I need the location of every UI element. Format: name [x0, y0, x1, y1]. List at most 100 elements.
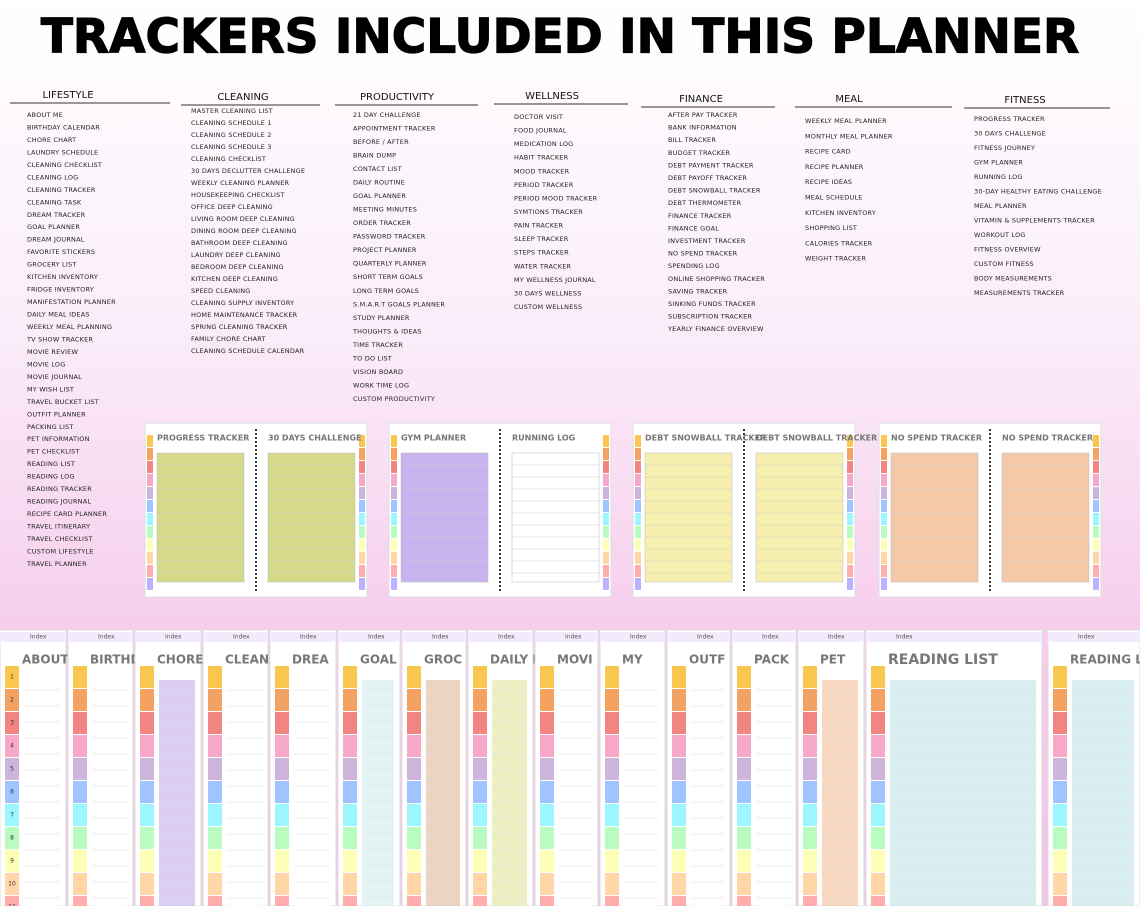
list-item: OFFICE DEEP CLEANING: [191, 203, 273, 211]
side-tab: [147, 435, 153, 447]
list-item: KITCHEN INVENTORY: [27, 273, 98, 281]
top-bar: [667, 632, 730, 642]
list-item: PAIN TRACKER: [514, 222, 563, 230]
side-tab: [540, 689, 554, 711]
side-tab: [5, 666, 19, 688]
side-tab: [737, 735, 751, 757]
side-tab: [208, 735, 222, 757]
list-item: BANK INFORMATION: [668, 124, 737, 132]
side-tab: [275, 735, 289, 757]
list-item: DREAM TRACKER: [27, 211, 86, 219]
side-tab: [871, 850, 885, 872]
side-tab: [540, 896, 554, 906]
list-item: CLEANING CHECKLIST: [27, 161, 102, 169]
side-tab: [603, 487, 609, 499]
side-tab: [1053, 666, 1067, 688]
side-tab: [847, 552, 853, 564]
side-tab: [603, 500, 609, 512]
side-tab: [140, 804, 154, 826]
page-title: PET: [820, 653, 846, 667]
side-tab: [540, 873, 554, 895]
side-tab: [147, 565, 153, 577]
side-tab: [343, 689, 357, 711]
side-tab: [737, 781, 751, 803]
side-tab: [881, 500, 887, 512]
list-item: MEAL PLANNER: [974, 202, 1027, 210]
side-tab: [407, 873, 421, 895]
list-item: INVESTMENT TRACKER: [668, 237, 746, 245]
side-tab: [359, 487, 365, 499]
list-item: QUARTERLY PLANNER: [353, 260, 427, 268]
side-tab: [737, 850, 751, 872]
side-tab: [359, 513, 365, 525]
side-tab: [605, 827, 619, 849]
columns: LIFESTYLE ABOUT ME BIRTHDAY CALENDAR CHORE …: [10, 90, 1110, 568]
side-tab: [672, 758, 686, 780]
side-tab: [140, 735, 154, 757]
side-tab: [603, 461, 609, 473]
page-body: [159, 680, 195, 906]
list-item: STUDY PLANNER: [353, 314, 410, 322]
page-body: [24, 680, 60, 906]
side-tab: [147, 487, 153, 499]
side-tab: [73, 896, 87, 906]
side-tab: [473, 712, 487, 734]
side-tab: [803, 781, 817, 803]
index-label: Index: [896, 634, 913, 641]
list-item: CLEANING SCHEDULE 3: [191, 143, 272, 151]
page-title: DAILY M: [490, 653, 544, 667]
preview-title: DEBT SNOWBALL TRACKER: [645, 434, 766, 443]
list-item: MEASUREMENTS TRACKER: [974, 289, 1065, 297]
list-item: PET INFORMATION: [27, 435, 90, 443]
top-bar: [535, 632, 598, 642]
list-item: RECIPE CARD PLANNER: [27, 510, 107, 518]
side-tab: [343, 758, 357, 780]
page-title: CHORE: [157, 653, 204, 667]
list-item: PROGRESS TRACKER: [974, 115, 1045, 123]
side-tab: [672, 735, 686, 757]
side-tab: [343, 850, 357, 872]
list-item: BEFORE / AFTER: [353, 138, 409, 146]
preview-title: GYM PLANNER: [401, 434, 466, 443]
side-tab: [73, 781, 87, 803]
list-item: CLEANING CHECKLIST: [191, 155, 266, 163]
side-tab: [73, 666, 87, 688]
column-heading: FITNESS: [1004, 95, 1045, 106]
list-item: DEBT THERMOMETER: [668, 199, 742, 207]
tab-number: 10: [8, 881, 16, 888]
side-tab: [672, 666, 686, 688]
side-tab: [473, 666, 487, 688]
side-tab: [847, 487, 853, 499]
side-tab: [603, 552, 609, 564]
side-tab: [5, 850, 19, 872]
side-tab: [391, 565, 397, 577]
side-tab: [1093, 500, 1099, 512]
side-tab: [208, 804, 222, 826]
list-item: RECIPE PLANNER: [805, 163, 864, 171]
list-item: SYMTIONS TRACKER: [514, 208, 583, 216]
side-tab: [359, 526, 365, 538]
side-tab: [605, 735, 619, 757]
side-tab: [1093, 526, 1099, 538]
side-tab: [407, 758, 421, 780]
side-tab: [1093, 448, 1099, 460]
side-tab: [881, 513, 887, 525]
side-tab: [1093, 474, 1099, 486]
side-tab: [1093, 565, 1099, 577]
list-item: CLEANING LOG: [27, 173, 78, 181]
side-tab: [73, 804, 87, 826]
side-tab: [603, 578, 609, 590]
list-item: READING JOURNAL: [27, 498, 91, 506]
preview-title: 30 DAYS CHALLENGE: [268, 434, 361, 443]
side-tab: [407, 735, 421, 757]
side-tab: [147, 474, 153, 486]
list-item: SHOPPING LIST: [805, 224, 857, 232]
list-item: CONTACT LIST: [353, 165, 402, 173]
tab-number: 6: [10, 789, 14, 796]
list-item: PERIOD TRACKER: [514, 181, 574, 189]
list-item: BATHROOM DEEP CLEANING: [191, 239, 288, 247]
side-tab: [140, 850, 154, 872]
side-tab: [803, 850, 817, 872]
side-tab: [672, 712, 686, 734]
preview-title: NO SPEND TRACKER: [1002, 434, 1093, 443]
